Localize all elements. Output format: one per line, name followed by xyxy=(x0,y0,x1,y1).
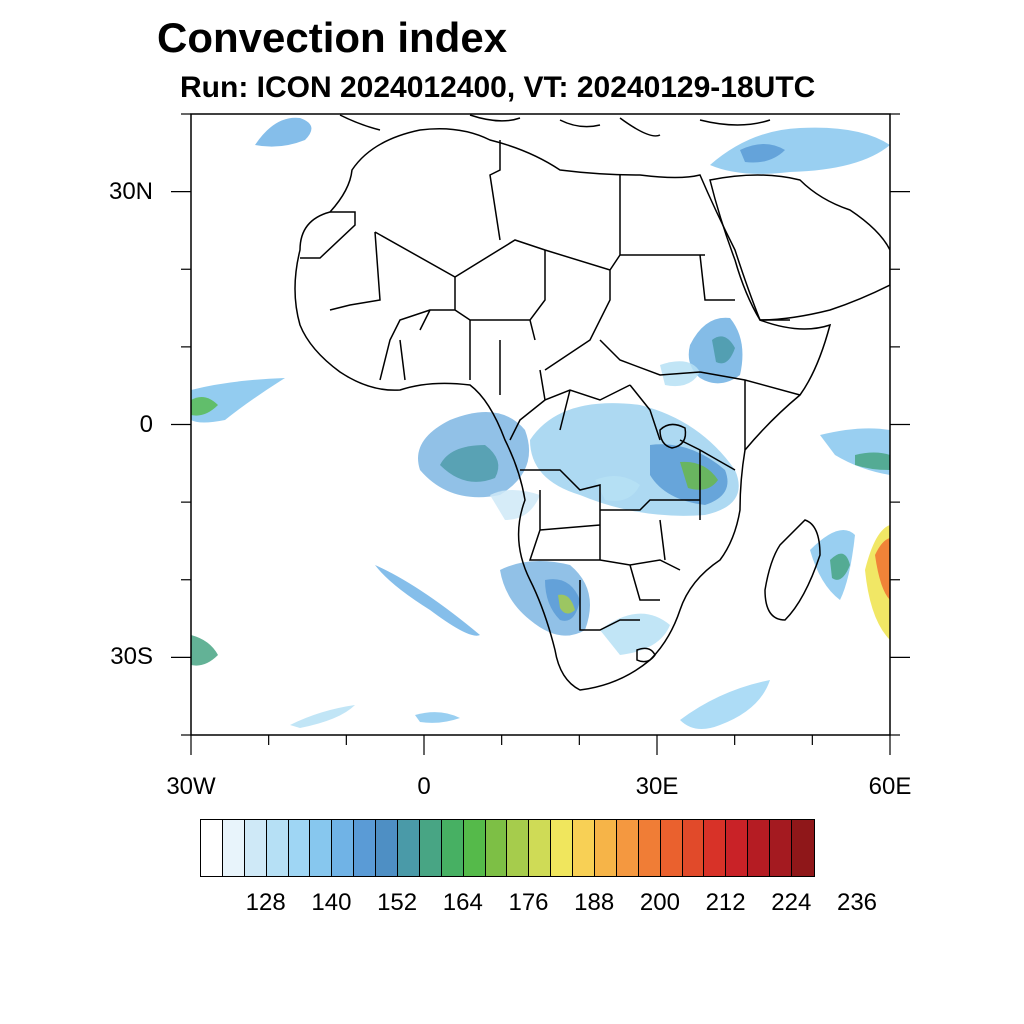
colorbar-label: 224 xyxy=(771,889,812,916)
colorbar-cell xyxy=(770,820,793,876)
x-tick-label-60e: 60E xyxy=(868,773,912,800)
y-tick-label-0: 0 xyxy=(139,410,153,438)
colorbar xyxy=(200,819,815,877)
colorbar-label: 140 xyxy=(311,889,352,916)
colorbar-label: 176 xyxy=(508,889,549,916)
colorbar-cell xyxy=(792,820,814,876)
colorbar-cell xyxy=(507,820,530,876)
colorbar-cell xyxy=(222,820,245,876)
colorbar-cell xyxy=(244,820,267,876)
map-background xyxy=(191,114,890,735)
colorbar-label: 236 xyxy=(836,889,878,916)
x-tick-label-30w: 30W xyxy=(166,773,216,800)
colorbar-label: 212 xyxy=(705,889,746,916)
colorbar-cell xyxy=(551,820,574,876)
y-tick-label-30n: 30N xyxy=(108,177,153,205)
colorbar-label: 200 xyxy=(639,889,680,916)
chart-title: Convection index xyxy=(157,14,508,61)
colorbar-cell xyxy=(310,820,333,876)
colorbar-cell xyxy=(376,820,399,876)
colorbar-cell xyxy=(748,820,771,876)
axis-ticks xyxy=(171,113,910,755)
colorbar-cell xyxy=(660,820,683,876)
coastlines-borders xyxy=(294,114,890,691)
colorbar-cell xyxy=(573,820,596,876)
x-tick-label-0: 0 xyxy=(417,773,431,800)
colorbar-label: 152 xyxy=(377,889,418,916)
colorbar-cell xyxy=(441,820,464,876)
colorbar-cell xyxy=(266,820,289,876)
colorbar-cell xyxy=(485,820,508,876)
colorbar-cell xyxy=(616,820,639,876)
convection-field xyxy=(191,117,890,729)
colorbar-cell xyxy=(463,820,486,876)
colorbar-cell xyxy=(354,820,377,876)
chart-subtitle: Run: ICON 2024012400, VT: 20240129-18UTC xyxy=(180,71,816,104)
colorbar-label: 164 xyxy=(442,889,483,916)
colorbar-cell xyxy=(704,820,727,876)
colorbar-cell xyxy=(398,820,420,876)
colorbar-cell xyxy=(288,820,311,876)
colorbar-cell xyxy=(529,820,552,876)
colorbar-label: 128 xyxy=(245,889,286,916)
colorbar-cell xyxy=(419,820,442,876)
colorbar-cell xyxy=(726,820,749,876)
colorbar-cell xyxy=(595,820,617,876)
colorbar-cell xyxy=(201,820,223,876)
colorbar-cell xyxy=(682,820,705,876)
x-tick-label-30e: 30E xyxy=(635,773,679,800)
y-tick-label-30s: 30S xyxy=(110,643,153,671)
colorbar-cell xyxy=(332,820,355,876)
colorbar-cell xyxy=(638,820,661,876)
colorbar-label: 188 xyxy=(574,889,615,916)
